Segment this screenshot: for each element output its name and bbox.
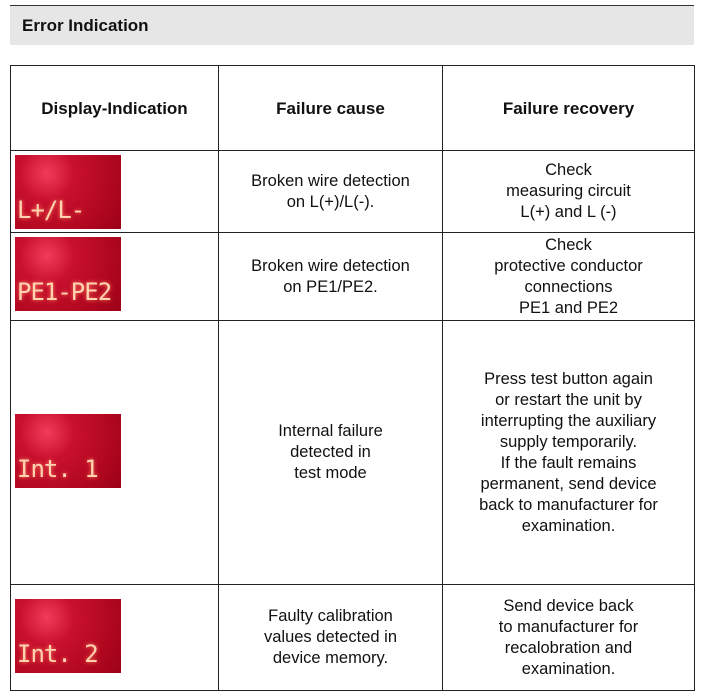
recovery-line: measuring circuit — [506, 182, 631, 200]
cause-line: Broken wire detection — [251, 171, 410, 190]
cause-line: device memory. — [272, 649, 389, 667]
cause-line: on L(+)/L(-). — [286, 192, 375, 211]
display-image: Int. 1 — [15, 414, 121, 488]
recovery-line: recalobration and — [504, 638, 633, 657]
recovery-cell: Check measuring circuit L(+) and L (-) — [442, 150, 695, 233]
display-cell: PE1-PE2 — [10, 232, 219, 321]
error-table: Display-Indication Failure cause Failure… — [10, 65, 695, 691]
recovery-cell: Check protective conductor connections PE1 … — [442, 232, 695, 321]
recovery-cell: Send device back to manufacturer for recal… — [442, 584, 695, 691]
column-header: Display-Indication — [10, 65, 219, 151]
recovery-line: Check — [545, 235, 592, 254]
recovery-cell: Press test button again or restart the un… — [442, 320, 695, 585]
recovery-line: Press test button again — [484, 369, 653, 388]
title-bar: Error Indication — [10, 5, 694, 45]
recovery-line: PE1 and PE2 — [518, 298, 619, 317]
recovery-line: interrupting the auxiliary — [480, 411, 657, 430]
title: Error Indication — [22, 16, 149, 35]
recovery-line: permanent, send device — [480, 474, 657, 493]
table-row: PE1-PE2 Broken wire detection on PE1/PE2. C… — [10, 232, 695, 321]
recovery-line: protective conductor — [494, 256, 643, 275]
display-text: Int. 2 — [17, 640, 99, 668]
display-text: Int. 1 — [17, 455, 99, 483]
recovery-line: back to manufacturer for — [479, 495, 658, 514]
recovery-line: connections — [524, 277, 613, 296]
cause-cell: Faulty calibration values detected in devi… — [218, 584, 443, 691]
recovery-line: examination. — [521, 516, 616, 535]
recovery-line: to manufacturer for — [498, 617, 639, 636]
table-row: Int. 1 Internal failure detected in test mo… — [10, 320, 695, 585]
recovery-line: examination. — [521, 659, 616, 678]
table-row: L+/L- Broken wire detection on L(+)/L(-). C… — [10, 150, 695, 233]
recovery-line: Send device back — [503, 596, 634, 615]
display-text: PE1-PE2 — [17, 278, 112, 306]
cause-line: Broken wire detection — [251, 256, 410, 275]
cause-line: on PE1/PE2. — [283, 277, 378, 296]
display-cell: L+/L- — [10, 150, 219, 233]
header-row: Display-Indication Failure cause Failure… — [10, 65, 695, 151]
display-cell: Int. 2 — [10, 584, 219, 691]
cause-line: detected in — [290, 443, 371, 461]
cause-line: test mode — [294, 464, 367, 482]
table-row: Int. 2 Faulty calibration values detected … — [10, 584, 695, 691]
cause-cell: Broken wire detection on PE1/PE2. — [218, 232, 443, 321]
display-cell: Int. 1 — [10, 320, 219, 585]
column-header: Failure recovery — [442, 65, 695, 151]
column-header: Failure cause — [218, 65, 443, 151]
display-image: Int. 2 — [15, 599, 121, 673]
cause-cell: Internal failure detected in test mode — [218, 320, 443, 585]
cause-line: values detected in — [263, 628, 397, 646]
display-text: L+/L- — [17, 196, 85, 224]
recovery-line: Check — [545, 161, 592, 179]
cause-cell: Broken wire detection on L(+)/L(-). — [218, 150, 443, 233]
recovery-line: or restart the unit by — [495, 390, 642, 409]
recovery-line: If the fault remains — [500, 453, 637, 472]
recovery-line: L(+) and L (-) — [520, 203, 617, 221]
cause-line: Internal failure — [278, 422, 383, 440]
recovery-line: supply temporarily. — [499, 432, 638, 451]
display-image: L+/L- — [15, 155, 121, 229]
display-image: PE1-PE2 — [15, 237, 121, 311]
cause-line: Faulty calibration — [268, 607, 393, 625]
